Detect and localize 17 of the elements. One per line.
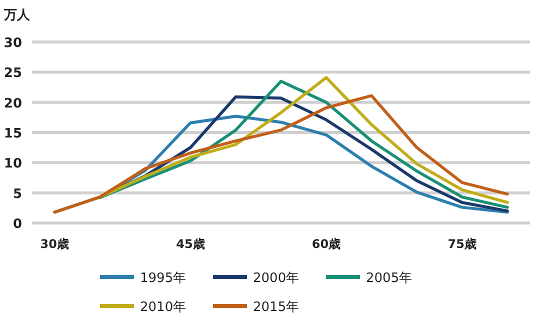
y-tick-label: 20 [4, 96, 22, 112]
y-tick-label: 15 [4, 126, 22, 142]
legend-label: 2015年 [253, 300, 300, 315]
legend-label: 1995年 [140, 271, 186, 286]
legend-label: 2005年 [366, 271, 412, 286]
x-tick-label: 60歳 [312, 237, 341, 251]
y-tick-label: 10 [4, 156, 22, 172]
legend-label: 2010年 [140, 300, 186, 315]
y-tick-label: 30 [4, 36, 22, 51]
x-tick-label: 75歳 [448, 237, 476, 251]
x-tick-label: 45歳 [176, 237, 205, 251]
y-tick-label: 25 [4, 66, 22, 82]
y-tick-label: 0 [12, 217, 22, 232]
legend-label: 2000年 [253, 271, 300, 286]
y-axis-title: 万人 [3, 8, 31, 23]
y-tick-label: 5 [12, 186, 22, 202]
x-tick-label: 30歳 [40, 237, 69, 251]
